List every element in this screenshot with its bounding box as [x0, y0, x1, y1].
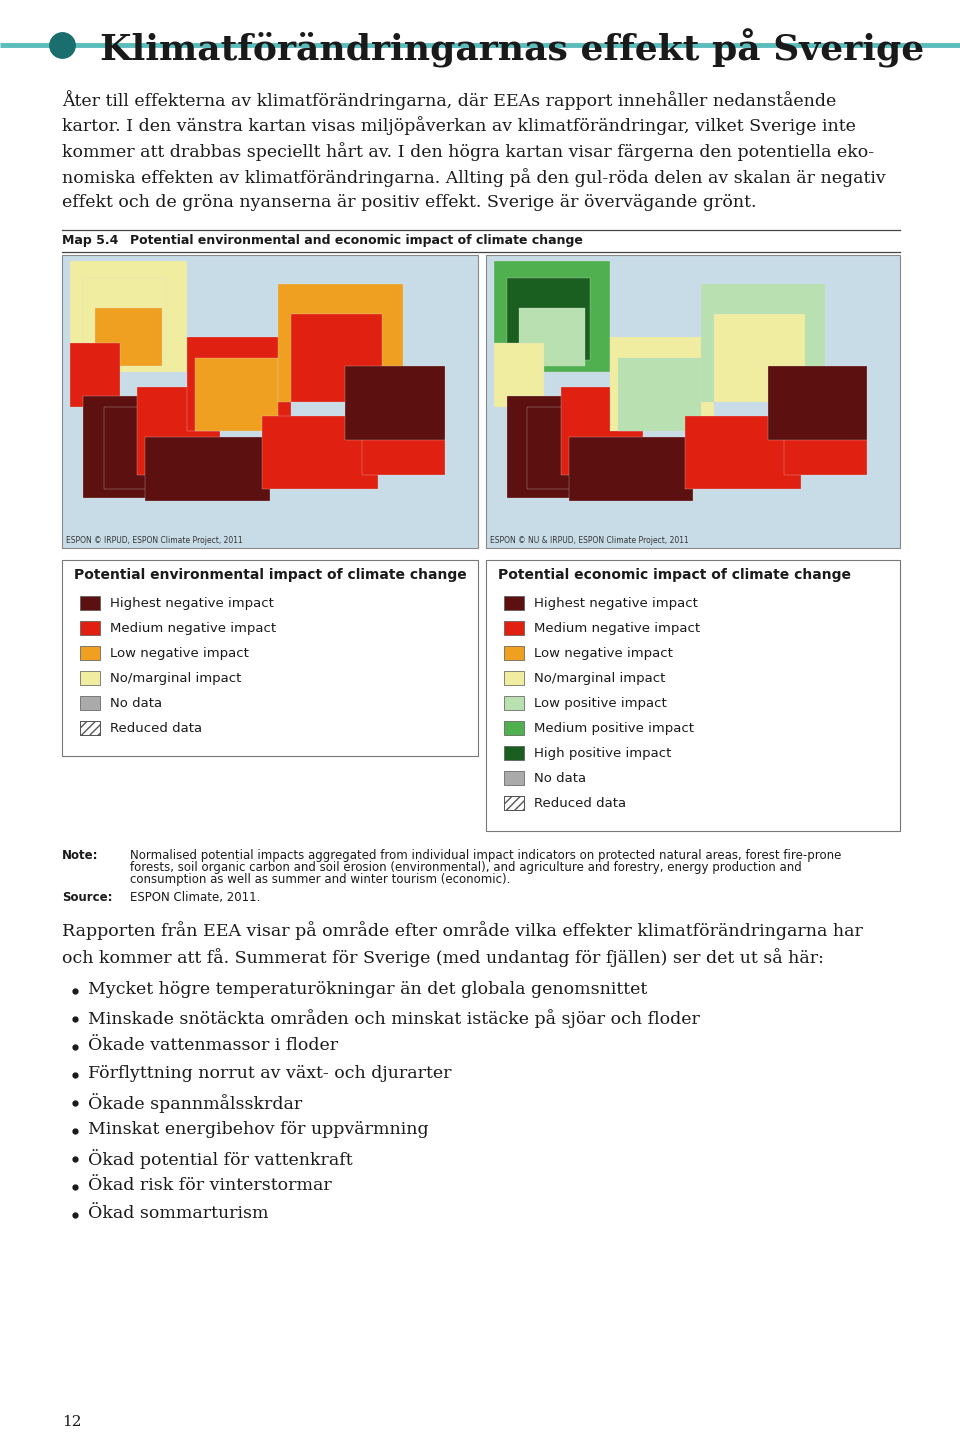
Bar	[519, 308, 586, 366]
Text: Potential environmental impact of climate change: Potential environmental impact of climat…	[74, 568, 467, 582]
Text: Highest negative impact: Highest negative impact	[110, 597, 274, 610]
Text: No data: No data	[110, 697, 162, 710]
Text: Medium positive impact: Medium positive impact	[534, 722, 694, 735]
Text: No/marginal impact: No/marginal impact	[534, 672, 665, 684]
Bar	[504, 795, 524, 810]
Text: 12: 12	[62, 1415, 82, 1429]
Text: nomiska effekten av klimatförändringarna. Allting på den gul-röda delen av skala: nomiska effekten av klimatförändringarna…	[62, 169, 886, 187]
Bar	[504, 672, 524, 684]
Text: Potential economic impact of climate change: Potential economic impact of climate cha…	[498, 568, 851, 582]
Bar	[187, 337, 291, 431]
Text: Ökad potential för vattenkraft: Ökad potential för vattenkraft	[88, 1148, 352, 1169]
Text: Map 5.4: Map 5.4	[62, 233, 118, 246]
Bar	[494, 261, 611, 372]
Bar	[611, 337, 713, 431]
Text: Ökade spannmålsskrdar: Ökade spannmålsskrdar	[88, 1094, 302, 1112]
Bar	[507, 278, 589, 360]
Bar	[561, 386, 643, 474]
Text: Åter till effekterna av klimatförändringarna, där EEAs rapport innehåller nedans: Åter till effekterna av klimatförändring…	[62, 89, 836, 110]
Text: Potential environmental and economic impact of climate change: Potential environmental and economic imp…	[130, 233, 583, 246]
Text: forests, soil organic carbon and soil erosion (environmental), and agriculture a: forests, soil organic carbon and soil er…	[130, 862, 802, 875]
Text: Minskat energibehov för uppvärmning: Minskat energibehov för uppvärmning	[88, 1121, 428, 1138]
Text: Ökad sommarturism: Ökad sommarturism	[88, 1205, 269, 1222]
Text: Normalised potential impacts aggregated from individual impact indicators on pro: Normalised potential impacts aggregated …	[130, 849, 841, 862]
Text: ESPON Climate, 2011.: ESPON Climate, 2011.	[130, 891, 260, 904]
Bar	[145, 437, 270, 501]
Bar	[291, 314, 382, 402]
Bar	[618, 357, 701, 431]
Text: Medium negative impact: Medium negative impact	[534, 623, 700, 635]
Bar	[527, 408, 602, 490]
Bar	[80, 696, 100, 710]
Bar	[80, 597, 100, 610]
Bar	[62, 561, 478, 757]
Text: kommer att drabbas speciellt hårt av. I den högra kartan visar färgerna den pote: kommer att drabbas speciellt hårt av. I …	[62, 143, 875, 161]
Text: Rapporten från EEA visar på område efter område vilka effekter klimatförändringa: Rapporten från EEA visar på område efter…	[62, 921, 863, 940]
Text: Low negative impact: Low negative impact	[534, 647, 673, 660]
Bar	[504, 795, 524, 810]
Bar	[80, 720, 100, 735]
Bar	[278, 284, 403, 402]
Bar	[504, 696, 524, 710]
Bar	[486, 561, 900, 831]
Bar	[80, 621, 100, 635]
Bar	[95, 308, 162, 366]
Text: ESPON © IRPUD, ESPON Climate Project, 2011: ESPON © IRPUD, ESPON Climate Project, 20…	[66, 536, 243, 545]
Bar	[504, 771, 524, 785]
Bar	[262, 416, 378, 490]
Bar	[504, 746, 524, 759]
Text: No data: No data	[534, 772, 587, 785]
Bar	[504, 720, 524, 735]
Bar	[504, 621, 524, 635]
Bar	[568, 437, 693, 501]
Bar	[768, 366, 867, 440]
Text: Medium negative impact: Medium negative impact	[110, 623, 276, 635]
Text: High positive impact: High positive impact	[534, 746, 671, 759]
Text: No/marginal impact: No/marginal impact	[110, 672, 241, 684]
Bar	[507, 396, 598, 499]
Text: Reduced data: Reduced data	[534, 797, 626, 810]
Text: Source:: Source:	[62, 891, 112, 904]
Text: consumption as well as summer and winter tourism (economic).: consumption as well as summer and winter…	[130, 873, 511, 886]
Bar	[80, 720, 100, 735]
Text: Reduced data: Reduced data	[110, 722, 203, 735]
Text: Ökade vattenmassor i floder: Ökade vattenmassor i floder	[88, 1038, 338, 1053]
Bar	[80, 672, 100, 684]
Text: Klimatförändringarnas effekt på Sverige: Klimatförändringarnas effekt på Sverige	[100, 29, 924, 68]
Text: och kommer att få. Summerat för Sverige (med undantag för fjällen) ser det ut så: och kommer att få. Summerat för Sverige …	[62, 948, 824, 967]
Text: Ökad risk för vinterstormar: Ökad risk för vinterstormar	[88, 1177, 332, 1195]
Bar	[701, 284, 826, 402]
Bar	[362, 386, 444, 474]
Bar	[83, 278, 166, 360]
Bar	[684, 416, 801, 490]
Bar	[713, 314, 804, 402]
Bar	[137, 386, 220, 474]
Bar	[486, 255, 900, 548]
Text: kartor. I den vänstra kartan visas miljöpåverkan av klimatförändringar, vilket S: kartor. I den vänstra kartan visas miljö…	[62, 115, 856, 135]
Bar	[504, 597, 524, 610]
Bar	[70, 261, 187, 372]
Bar	[80, 646, 100, 660]
Bar	[504, 646, 524, 660]
Bar	[70, 343, 120, 408]
Text: Mycket högre temperaturökningar än det globala genomsnittet: Mycket högre temperaturökningar än det g…	[88, 981, 647, 999]
Bar	[195, 357, 278, 431]
Bar	[83, 396, 175, 499]
Text: Highest negative impact: Highest negative impact	[534, 597, 698, 610]
Bar	[345, 366, 444, 440]
Text: Minskade snötäckta områden och minskat istäcke på sjöar och floder: Minskade snötäckta områden och minskat i…	[88, 1009, 700, 1027]
Bar	[494, 343, 544, 408]
Text: Low positive impact: Low positive impact	[534, 697, 667, 710]
Text: Low negative impact: Low negative impact	[110, 647, 249, 660]
Text: effekt och de gröna nyanserna är positiv effekt. Sverige är övervägande grönt.: effekt och de gröna nyanserna är positiv…	[62, 195, 756, 210]
Bar	[784, 386, 867, 474]
Text: ESPON © NU & IRPUD, ESPON Climate Project, 2011: ESPON © NU & IRPUD, ESPON Climate Projec…	[490, 536, 688, 545]
Bar	[104, 408, 179, 490]
Text: Förflyttning norrut av växt- och djurarter: Förflyttning norrut av växt- och djurart…	[88, 1065, 451, 1082]
Bar	[62, 255, 478, 548]
Text: Note:: Note:	[62, 849, 99, 862]
